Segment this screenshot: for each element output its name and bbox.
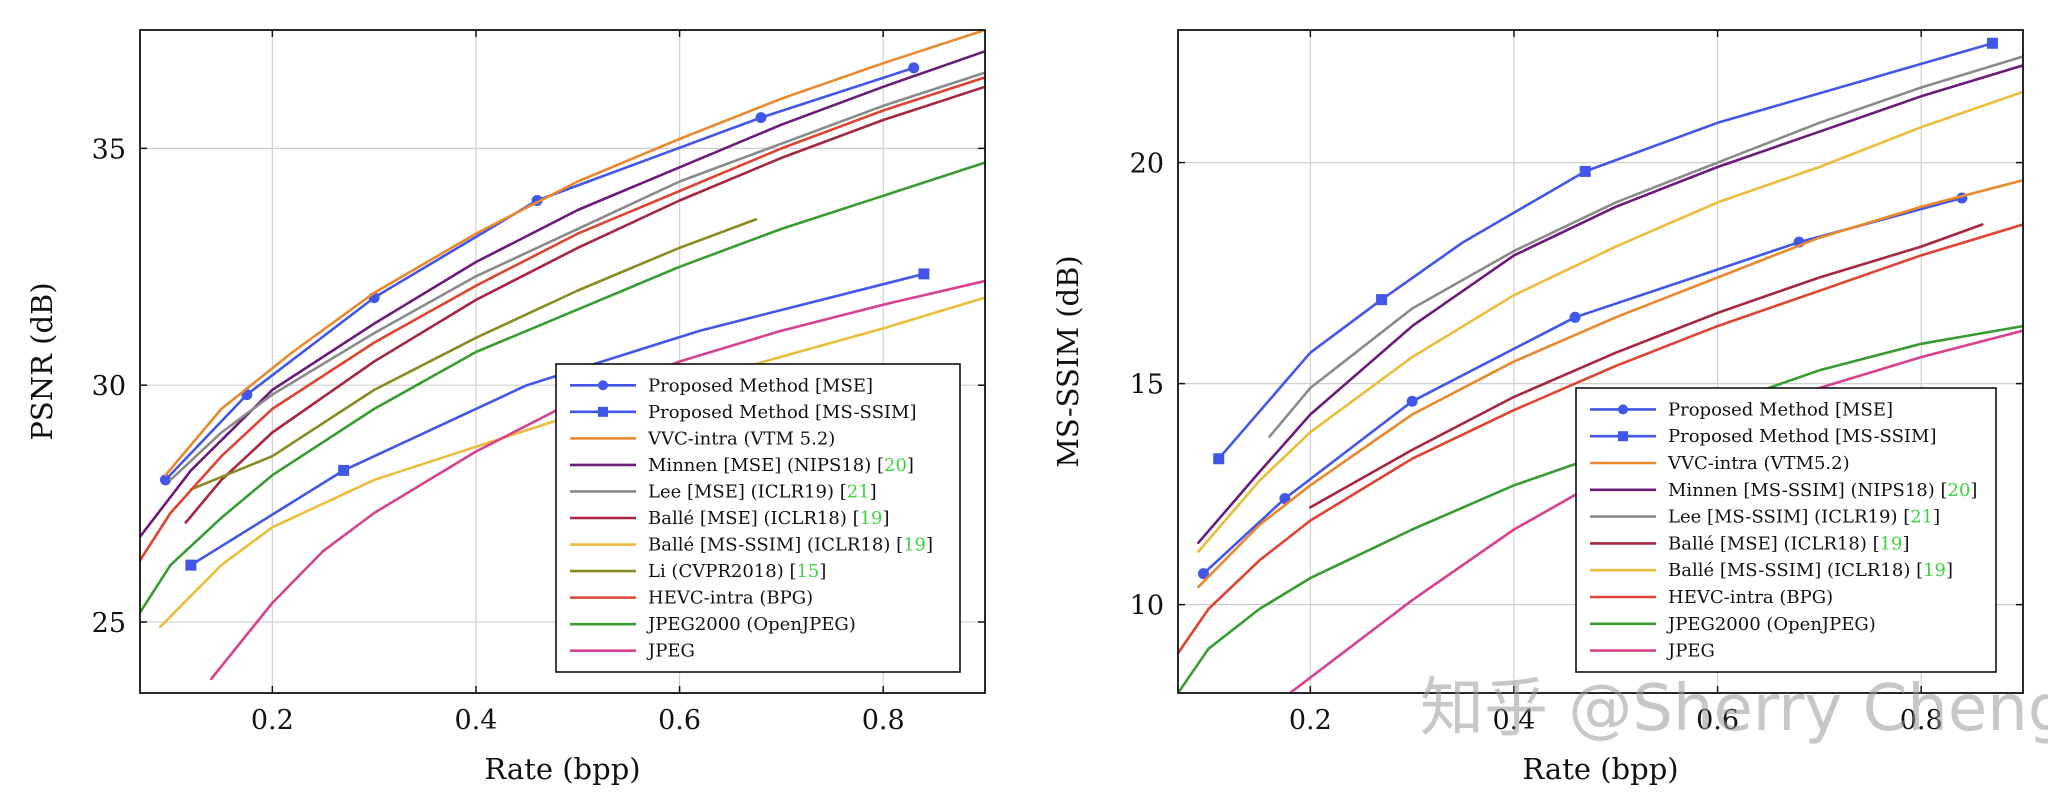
- msssim-xtick-label-1: 0.4: [1492, 705, 1535, 736]
- psnr-marker-proposed_mse-0: [159, 474, 171, 486]
- msssim-marker-proposed_msssim-2: [1579, 165, 1591, 177]
- psnr-ytick-label-1: 30: [92, 371, 126, 402]
- psnr-ytick-label-0: 25: [92, 608, 126, 639]
- psnr-xtick-label-0: 0.2: [251, 705, 294, 736]
- msssim-marker-proposed_mse-3: [1569, 311, 1581, 323]
- psnr-series-li: [189, 218, 758, 491]
- psnr-series-vvc: [164, 30, 985, 477]
- msssim-marker-proposed_msssim-1: [1376, 294, 1388, 306]
- psnr-series-jpeg: [210, 279, 985, 681]
- psnr-legend-label-proposed_mse: Proposed Method [MSE]: [648, 375, 873, 396]
- msssim-xtick-label-2: 0.6: [1696, 705, 1739, 736]
- msssim-xtick-label-0: 0.2: [1289, 705, 1332, 736]
- psnr-legend-label-balle_mse: Ballé [MSE] (ICLR18) [19]: [648, 508, 890, 529]
- psnr-chart: 0.2 0.4 0.6 0.8 25 30 35 Rate (bpp) PSNR (dB) Pro…: [25, 29, 986, 786]
- msssim-series-jpeg2000: [1178, 324, 2023, 693]
- msssim-legend-label-proposed_msssim: Proposed Method [MS-SSIM]: [1668, 426, 1936, 447]
- psnr-legend-label-li: Li (CVPR2018) [15]: [648, 561, 826, 582]
- msssim-marker-proposed_msssim-0: [1213, 453, 1225, 465]
- psnr-legend-label-lee: Lee [MSE] (ICLR19) [21]: [648, 481, 877, 502]
- msssim-legend-label-proposed_mse: Proposed Method [MSE]: [1668, 399, 1893, 420]
- psnr-series-balle_msssim: [159, 296, 985, 628]
- msssim-legend-marker-proposed_mse: [1618, 404, 1628, 415]
- msssim-legend-label-vvc: VVC-intra (VTM5.2): [1667, 453, 1850, 474]
- psnr-legend-marker-proposed_mse: [598, 380, 608, 391]
- msssim-chart: 0.2 0.4 0.6 0.8 10 15 20 Rate (bpp) MS-SSIM (dB)…: [1051, 29, 2024, 786]
- psnr-series-proposed_mse: [164, 66, 915, 482]
- msssim-ytick-label-0: 10: [1130, 591, 1164, 622]
- psnr-marker-proposed_msssim-0: [185, 559, 197, 571]
- watermark-text: 知乎 @Sherry Cheng: [1420, 672, 2048, 746]
- msssim-series-minnen: [1197, 64, 2023, 544]
- msssim-series-lee: [1268, 55, 2023, 438]
- msssim-legend-label-jpeg2000: JPEG2000 (OpenJPEG): [1666, 614, 1876, 635]
- psnr-legend-label-jpeg2000: JPEG2000 (OpenJPEG): [646, 614, 856, 635]
- psnr-series-jpeg2000: [140, 161, 985, 614]
- msssim-marker-proposed_mse-2: [1406, 395, 1418, 407]
- msssim-ytick-label-2: 20: [1130, 149, 1164, 180]
- psnr-legend: Proposed Method [MSE] Proposed Method [MS…: [555, 363, 961, 673]
- psnr-marker-proposed_msssim-2: [918, 268, 930, 280]
- msssim-xtick-label-3: 0.8: [1900, 705, 1943, 736]
- psnr-marker-proposed_mse-5: [908, 62, 920, 74]
- psnr-ytick-label-2: 35: [92, 134, 126, 165]
- msssim-legend-label-balle_msssim: Ballé [MS-SSIM] (ICLR18) [19]: [1668, 560, 1953, 581]
- psnr-marker-proposed_mse-4: [755, 112, 767, 124]
- psnr-axes-frame: [139, 29, 986, 694]
- msssim-marker-proposed_mse-0: [1197, 568, 1209, 580]
- psnr-legend-label-balle_msssim: Ballé [MS-SSIM] (ICLR18) [19]: [648, 535, 933, 556]
- msssim-ytick-label-1: 15: [1130, 370, 1164, 401]
- psnr-legend-marker-proposed_msssim: [598, 406, 608, 417]
- psnr-ylabel: PSNR (dB): [25, 282, 59, 440]
- psnr-series-proposed_msssim: [189, 272, 926, 567]
- psnr-legend-label-hevc: HEVC-intra (BPG): [648, 588, 813, 609]
- msssim-marker-proposed_msssim-3: [1986, 37, 1998, 49]
- msssim-ylabel: MS-SSIM (dB): [1051, 255, 1085, 468]
- psnr-xtick-label-1: 0.4: [454, 705, 497, 736]
- psnr-legend-label-jpeg: JPEG: [646, 641, 695, 662]
- msssim-legend-label-lee: Lee [MS-SSIM] (ICLR19) [21]: [1668, 507, 1940, 528]
- psnr-legend-label-minnen: Minnen [MSE] (NIPS18) [20]: [648, 455, 914, 476]
- msssim-legend-label-balle_mse: Ballé [MSE] (ICLR18) [19]: [1668, 533, 1910, 554]
- msssim-series-proposed_msssim: [1217, 42, 1994, 460]
- psnr-legend-label-vvc: VVC-intra (VTM 5.2): [647, 428, 835, 449]
- msssim-legend-marker-proposed_msssim: [1618, 431, 1628, 442]
- psnr-xtick-label-2: 0.6: [658, 705, 701, 736]
- msssim-legend: Proposed Method [MSE] Proposed Method [MS…: [1575, 387, 1997, 673]
- psnr-series-balle_mse: [184, 85, 985, 524]
- psnr-marker-proposed_msssim-1: [338, 464, 350, 476]
- msssim-series-vvc: [1197, 179, 2023, 589]
- msssim-marker-proposed_mse-1: [1279, 493, 1291, 505]
- msssim-xlabel: Rate (bpp): [1522, 752, 1678, 786]
- psnr-series-lee: [169, 71, 985, 482]
- msssim-series-balle_mse: [1309, 223, 1984, 509]
- psnr-series-minnen: [140, 50, 985, 538]
- psnr-xlabel: Rate (bpp): [484, 752, 640, 786]
- msssim-legend-label-jpeg: JPEG: [1666, 641, 1715, 662]
- psnr-xtick-label-3: 0.8: [862, 705, 905, 736]
- psnr-series-hevc: [140, 76, 985, 562]
- psnr-legend-label-proposed_msssim: Proposed Method [MS-SSIM]: [648, 402, 916, 423]
- msssim-legend-label-hevc: HEVC-intra (BPG): [1668, 587, 1833, 608]
- msssim-legend-label-minnen: Minnen [MS-SSIM] (NIPS18) [20]: [1668, 480, 1977, 501]
- msssim-axes-frame: [1177, 29, 2024, 694]
- msssim-series-hevc: [1178, 223, 2023, 655]
- msssim-series-balle_msssim: [1197, 90, 2023, 553]
